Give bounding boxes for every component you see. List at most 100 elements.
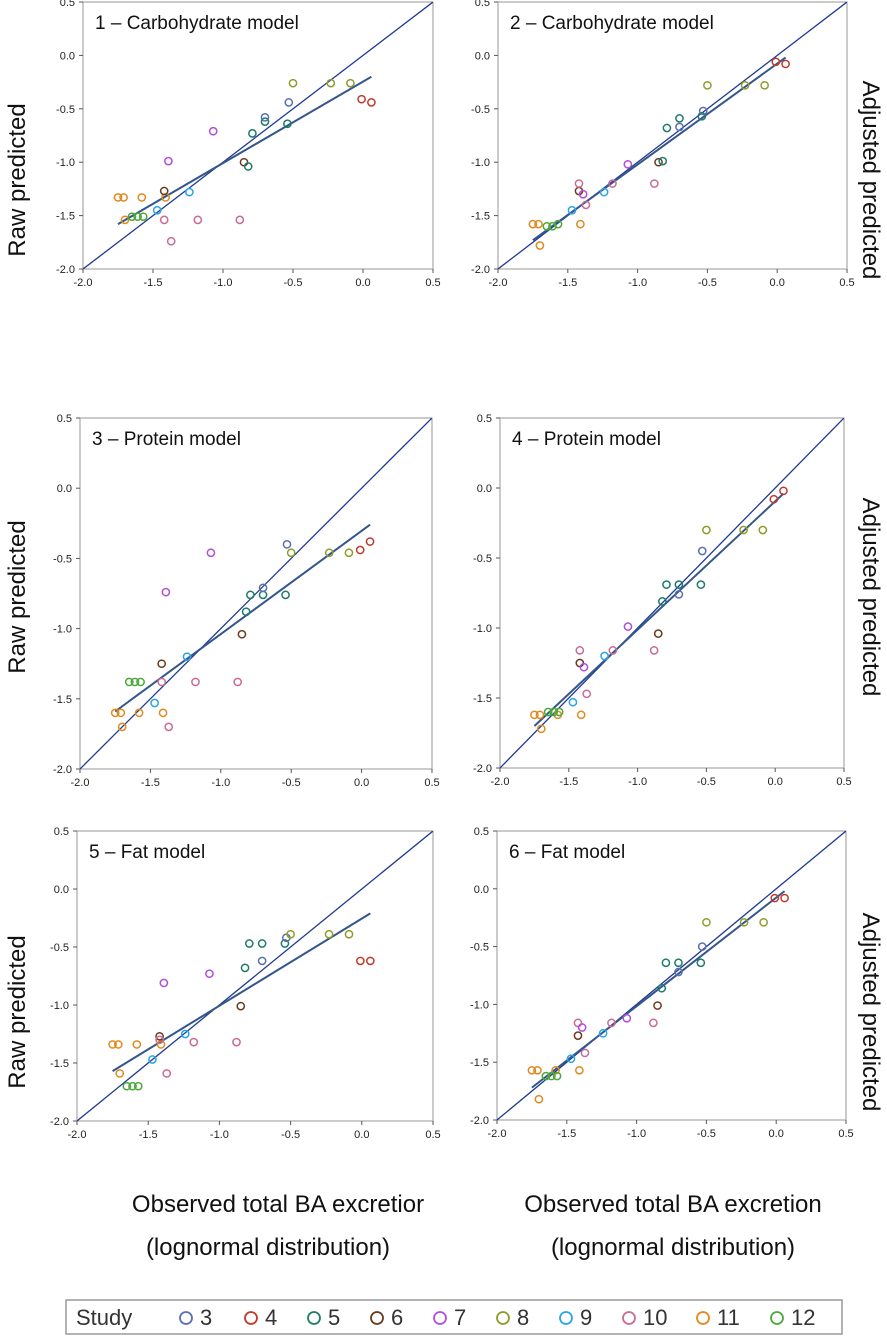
legend-label-study-7: 7 xyxy=(454,1305,466,1330)
panel-2-point-study-5 xyxy=(658,156,668,166)
panel-4-point-study-5 xyxy=(696,580,706,589)
panel-6: -2.0 -1.5 -1.0 -0.5 0.0 0.5 -2.0 -1.5 -1.0 -0.5 0.… xyxy=(470,826,854,1140)
panel-5-ytick-label: -0.5 xyxy=(50,942,69,954)
panel-1-point-study-12 xyxy=(133,212,142,222)
legend-label-study-10: 10 xyxy=(643,1305,667,1330)
panel-2-point-study-8 xyxy=(760,80,769,90)
panel-3-point-study-9 xyxy=(182,652,192,662)
panel-5-point-study-5 xyxy=(257,939,267,948)
panel-5-point-study-11 xyxy=(108,1040,117,1049)
panel-3-point-study-3 xyxy=(258,583,268,593)
legend-entry-study-8: 8 xyxy=(496,1305,529,1330)
panel-6-point-study-5 xyxy=(696,958,706,968)
panel-2-point-study-3 xyxy=(698,106,708,116)
panel-2-point-study-3 xyxy=(675,122,684,132)
panel-4-point-study-7 xyxy=(623,622,633,631)
panel-6-point-study-11 xyxy=(575,1065,584,1075)
panel-5-point-study-4 xyxy=(365,956,375,966)
panel-5-xtick-label: 0.0 xyxy=(354,1129,369,1141)
panel-1: -2.0 -1.5 -1.0 -0.5 0.0 0.5 -2.0 -1.5 -1.0 -0.5 0.… xyxy=(56,0,441,289)
panel-3-point-study-10 xyxy=(164,722,174,732)
legend-label-study-4: 4 xyxy=(265,1305,277,1330)
panel-2-point-study-10 xyxy=(650,179,659,188)
panel-4-point-study-10 xyxy=(582,689,592,699)
panel-3-xtick-label: -2.0 xyxy=(71,777,90,789)
panel-6-point-study-10 xyxy=(607,1018,616,1028)
panel-4-ytick-label: -0.5 xyxy=(473,553,492,565)
panel-3-title: 3 – Protein model xyxy=(92,429,241,450)
panel-3-plot-area xyxy=(80,418,432,769)
panel-3-point-study-10 xyxy=(191,677,200,687)
panel-3-point-study-9 xyxy=(150,698,159,708)
panel-3-ytick-label: 0.5 xyxy=(57,413,72,425)
panel-1-point-study-7 xyxy=(208,126,218,136)
panel-2-plot-area xyxy=(498,2,847,269)
panel-2-point-study-8 xyxy=(740,80,750,90)
right-y-label-row-1: Adjusted predicted xyxy=(857,81,884,280)
legend-marker-study-12 xyxy=(770,1311,784,1325)
panel-6-point-study-10 xyxy=(580,1048,590,1058)
legend-entry-study-9: 9 xyxy=(559,1305,592,1330)
panel-1-point-study-11 xyxy=(137,193,147,202)
panel-4-point-study-5 xyxy=(662,580,671,589)
panel-6-point-study-6 xyxy=(573,1031,583,1040)
panel-6-point-study-9 xyxy=(598,1028,608,1038)
panel-6-plot-area xyxy=(497,831,846,1120)
panel-1-point-study-10 xyxy=(159,215,169,225)
panel-5-xtick-label: -1.0 xyxy=(210,1129,229,1141)
panel-3-point-study-11 xyxy=(117,722,127,732)
panel-1-point-study-9 xyxy=(152,205,162,215)
panel-1-point-study-11 xyxy=(119,193,128,202)
panel-1-xtick-label: -2.0 xyxy=(74,277,93,289)
legend-marker-study-8 xyxy=(496,1311,510,1325)
panel-2-xtick-label: -2.0 xyxy=(489,277,508,289)
panel-5-point-study-10 xyxy=(155,1035,164,1045)
panel-4-point-study-11 xyxy=(576,710,586,720)
panel-4-point-study-10 xyxy=(575,646,585,655)
panel-3-point-study-3 xyxy=(282,540,292,549)
panel-2-point-study-10 xyxy=(608,179,617,188)
panel-5-ytick-label: -1.0 xyxy=(50,1000,69,1012)
panel-6-point-study-5 xyxy=(674,958,683,968)
panel-1-xtick-label: 0.5 xyxy=(425,277,440,289)
panel-6-point-study-8 xyxy=(702,917,711,927)
panel-6-point-study-11 xyxy=(534,1094,544,1104)
panel-1-xtick-label: -0.5 xyxy=(284,277,303,289)
panel-4-point-study-4 xyxy=(779,486,788,496)
panel-1-title: 1 – Carbohydrate model xyxy=(95,13,299,34)
legend-entry-study-11: 11 xyxy=(696,1305,740,1330)
panel-5-point-study-11 xyxy=(115,1069,125,1078)
panel-3-point-study-5 xyxy=(246,590,255,600)
panel-3-point-study-10 xyxy=(233,677,243,687)
panel-5-point-study-12 xyxy=(133,1081,143,1091)
panel-4-point-study-10 xyxy=(608,646,618,655)
panel-1-point-study-8 xyxy=(288,78,298,88)
panel-4-point-study-11 xyxy=(536,724,546,734)
panel-2-xtick-label: -0.5 xyxy=(698,277,717,289)
panel-3-point-study-8 xyxy=(344,548,354,558)
panel-4-point-study-11 xyxy=(535,710,545,720)
panel-1-point-study-10 xyxy=(166,236,176,246)
panel-6-ytick-label: -1.5 xyxy=(470,1057,489,1069)
panel-6-ytick-label: -2.0 xyxy=(470,1115,489,1127)
panel-4-ytick-label: 0.5 xyxy=(477,413,492,425)
panel-2-ytick-label: 0.0 xyxy=(475,50,490,62)
panel-5-point-study-11 xyxy=(132,1040,142,1049)
panel-4-point-study-8 xyxy=(758,525,768,535)
panel-5-point-study-10 xyxy=(232,1037,241,1047)
panel-3-xtick-label: -0.5 xyxy=(282,777,301,789)
panel-4-xtick-label: 0.0 xyxy=(768,776,783,788)
panel-2-xtick-label: -1.0 xyxy=(628,277,647,289)
panel-2-ytick-label: -0.5 xyxy=(471,104,490,116)
panel-5-point-study-5 xyxy=(244,939,254,948)
panel-1-ytick-label: 0.0 xyxy=(60,50,75,62)
panel-6-ytick-label: -1.0 xyxy=(470,999,489,1011)
panel-6-point-study-11 xyxy=(527,1065,537,1075)
panel-3-ytick-label: -2.0 xyxy=(53,764,72,776)
panel-6-point-study-8 xyxy=(759,917,768,927)
panel-1-point-study-10 xyxy=(193,215,203,225)
panel-2-title: 2 – Carbohydrate model xyxy=(510,13,714,34)
panel-2-point-study-8 xyxy=(703,80,712,90)
panel-5-plot-area xyxy=(77,831,433,1121)
